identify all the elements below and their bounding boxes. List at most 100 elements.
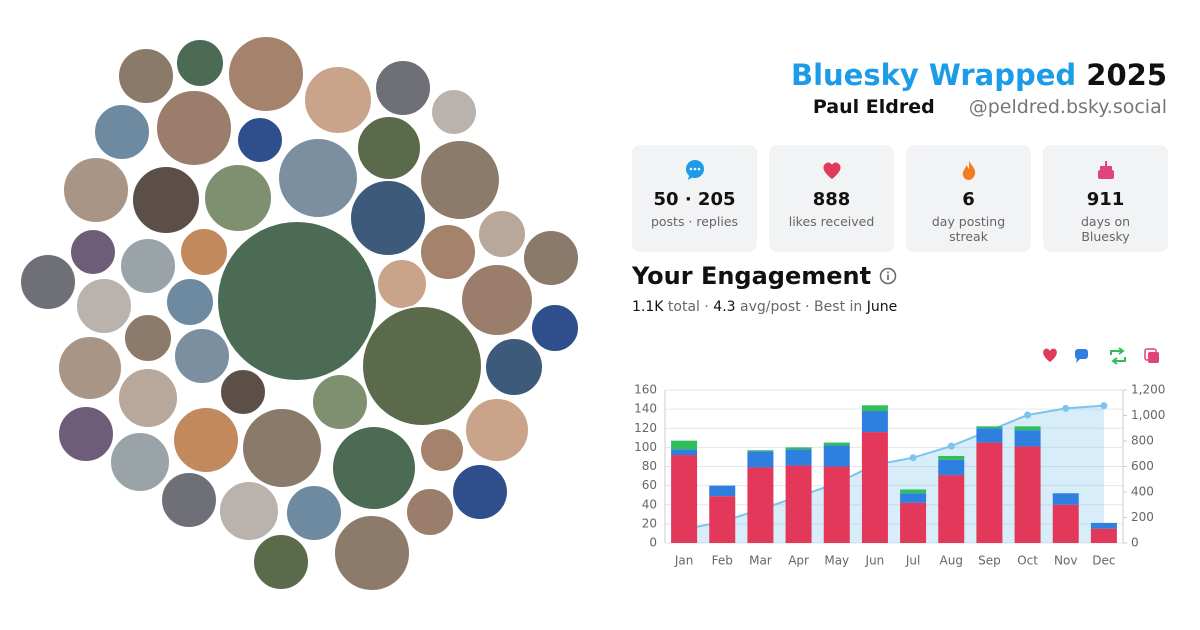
avatar bbox=[331, 425, 417, 511]
bar-segment bbox=[823, 442, 850, 446]
line-point bbox=[871, 461, 879, 469]
y-tick-label: 20 bbox=[642, 516, 657, 530]
avatar bbox=[361, 305, 483, 427]
avatar-collage bbox=[19, 35, 580, 592]
y2-tick-label: 600 bbox=[1131, 459, 1154, 473]
line-point bbox=[1100, 402, 1108, 410]
avatar bbox=[241, 407, 323, 489]
year: 2025 bbox=[1086, 58, 1167, 92]
title: Bluesky Wrapped 2025 bbox=[791, 58, 1167, 92]
brand: Bluesky Wrapped bbox=[790, 58, 1077, 92]
bar-segment bbox=[938, 475, 965, 543]
avatar bbox=[172, 406, 240, 474]
bar-segment bbox=[1052, 504, 1079, 543]
bar-segment bbox=[1014, 446, 1041, 543]
avatar bbox=[57, 335, 123, 401]
summary: 1.1K total · 4.3 avg/post · Best in June bbox=[632, 299, 897, 315]
stat-card: 888 likes received bbox=[769, 145, 894, 252]
y2-tick-label: 800 bbox=[1131, 434, 1154, 448]
avatar bbox=[57, 405, 115, 463]
stat-label: day posting streak bbox=[931, 214, 1006, 244]
best: June bbox=[866, 299, 898, 315]
bar-segment bbox=[900, 493, 927, 503]
stat-label: days on Bluesky bbox=[1080, 214, 1131, 244]
handle[interactable]: @peldred.bsky.social bbox=[968, 96, 1167, 118]
y-tick-label: 100 bbox=[634, 440, 657, 454]
avatar bbox=[62, 156, 130, 224]
avg: 4.3 bbox=[713, 299, 736, 315]
avatar bbox=[117, 47, 175, 105]
avatar bbox=[179, 227, 229, 277]
avatar bbox=[419, 223, 477, 281]
bar-segment bbox=[747, 451, 774, 468]
bar-segment bbox=[900, 502, 927, 543]
bar-segment bbox=[976, 442, 1003, 543]
avatar bbox=[173, 327, 231, 385]
line-point bbox=[1062, 404, 1070, 412]
bar-segment bbox=[785, 449, 812, 466]
x-tick-label: Nov bbox=[1054, 554, 1077, 568]
bar-segment bbox=[1014, 426, 1041, 431]
total: 1.1K bbox=[632, 299, 664, 315]
y-tick-label: 160 bbox=[634, 383, 657, 397]
bar-segment bbox=[823, 445, 850, 467]
legend bbox=[1043, 347, 1159, 365]
icon bbox=[685, 160, 704, 180]
line-point bbox=[985, 427, 993, 435]
avatar bbox=[219, 368, 267, 416]
bar-segment bbox=[861, 432, 888, 543]
avatar bbox=[109, 431, 171, 493]
line-point bbox=[680, 525, 688, 533]
y-tick-label: 40 bbox=[642, 497, 657, 511]
icon bbox=[962, 161, 975, 180]
avatar bbox=[464, 397, 530, 463]
bar-segment bbox=[671, 440, 698, 450]
avatar bbox=[117, 367, 179, 429]
y-tick-label: 140 bbox=[634, 402, 657, 416]
bar-segment bbox=[938, 455, 965, 460]
avatar bbox=[460, 263, 534, 337]
y-tick-label: 60 bbox=[642, 478, 657, 492]
line-point bbox=[833, 479, 841, 487]
icon bbox=[822, 162, 841, 179]
avatar bbox=[376, 258, 428, 310]
avatar bbox=[356, 115, 422, 181]
bar-segment bbox=[861, 411, 888, 433]
bar-segment bbox=[1014, 430, 1041, 447]
bar-segment bbox=[671, 455, 698, 543]
stat-value: 888 bbox=[812, 189, 851, 210]
avatar bbox=[131, 165, 201, 235]
avatar bbox=[405, 487, 455, 537]
bar-segment bbox=[976, 426, 1003, 429]
legend-icon bbox=[1043, 348, 1057, 362]
avatar bbox=[93, 103, 151, 161]
stat-card: 6 day posting streak bbox=[906, 145, 1031, 252]
line-area bbox=[684, 405, 1104, 543]
avatar bbox=[522, 229, 580, 287]
total-label: total · bbox=[667, 299, 709, 315]
y-tick-label: 80 bbox=[642, 459, 657, 473]
section-title-text: Your Engagement bbox=[632, 262, 872, 290]
avatar bbox=[419, 427, 465, 473]
stat-card: 911 days on Bluesky bbox=[1043, 145, 1168, 252]
avatar bbox=[69, 228, 117, 276]
avatar bbox=[530, 303, 580, 353]
bar-segment bbox=[709, 485, 736, 497]
avg-label: avg/post · Best in bbox=[740, 299, 863, 315]
avatar bbox=[155, 89, 233, 167]
y2-tick-label: 200 bbox=[1131, 510, 1154, 524]
avatar bbox=[227, 35, 305, 113]
y2-tick-label: 1,000 bbox=[1131, 408, 1165, 422]
bar-segment bbox=[785, 447, 812, 450]
line-point bbox=[756, 505, 764, 513]
stat-value: 911 bbox=[1086, 189, 1125, 210]
avatar bbox=[311, 373, 369, 431]
bar-segment bbox=[938, 459, 965, 476]
bar-segment bbox=[747, 467, 774, 543]
avatar bbox=[75, 277, 133, 335]
info-icon[interactable] bbox=[879, 267, 897, 285]
avatar bbox=[175, 38, 225, 88]
line-point bbox=[909, 454, 917, 462]
legend-icon bbox=[1110, 347, 1126, 365]
